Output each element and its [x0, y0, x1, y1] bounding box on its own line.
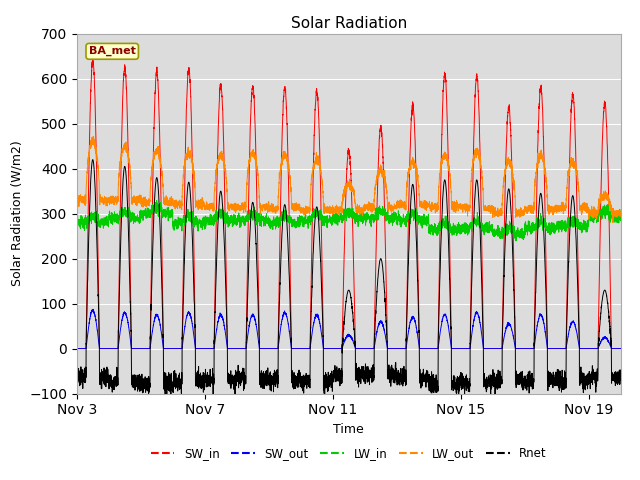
- SW_out: [461, 346, 469, 351]
- Rnet: [461, 374, 469, 380]
- Rnet: [401, 371, 409, 376]
- Rnet: [407, 193, 415, 199]
- Legend: SW_in, SW_out, LW_in, LW_out, Rnet: SW_in, SW_out, LW_in, LW_out, Rnet: [146, 443, 552, 465]
- SW_out: [73, 346, 81, 351]
- Rnet: [321, 395, 328, 401]
- SW_in: [123, 84, 131, 90]
- X-axis label: Time: Time: [333, 423, 364, 436]
- LW_in: [617, 216, 625, 222]
- SW_in: [407, 120, 415, 126]
- Rnet: [89, 157, 97, 163]
- LW_out: [407, 161, 415, 167]
- SW_in: [186, 83, 194, 88]
- LW_out: [186, 153, 194, 158]
- SW_out: [89, 307, 97, 312]
- Rnet: [73, 379, 81, 385]
- SW_out: [617, 346, 625, 351]
- Title: Solar Radiation: Solar Radiation: [291, 16, 407, 31]
- SW_in: [461, 346, 469, 351]
- LW_out: [90, 133, 97, 139]
- LW_out: [617, 213, 625, 219]
- LW_out: [160, 201, 168, 206]
- LW_out: [73, 198, 81, 204]
- LW_in: [160, 212, 168, 218]
- SW_in: [401, 346, 409, 351]
- LW_in: [401, 222, 409, 228]
- SW_out: [407, 317, 415, 323]
- LW_in: [407, 215, 415, 220]
- Line: LW_out: LW_out: [77, 136, 621, 223]
- SW_out: [401, 346, 409, 351]
- SW_out: [160, 346, 168, 351]
- LW_in: [461, 225, 469, 231]
- Rnet: [186, 190, 194, 195]
- SW_in: [88, 56, 96, 62]
- LW_in: [73, 219, 81, 225]
- LW_out: [461, 209, 469, 215]
- LW_in: [186, 216, 194, 222]
- LW_in: [153, 198, 161, 204]
- Text: BA_met: BA_met: [89, 46, 136, 57]
- LW_in: [122, 207, 130, 213]
- SW_out: [123, 313, 131, 319]
- Line: SW_out: SW_out: [77, 310, 621, 348]
- Rnet: [160, 383, 168, 389]
- SW_in: [617, 346, 625, 351]
- Line: Rnet: Rnet: [77, 160, 621, 398]
- Y-axis label: Solar Radiation (W/m2): Solar Radiation (W/m2): [10, 141, 24, 287]
- Line: SW_in: SW_in: [77, 59, 621, 348]
- LW_out: [123, 150, 131, 156]
- LW_in: [512, 238, 520, 244]
- Rnet: [617, 375, 625, 381]
- LW_out: [609, 220, 617, 226]
- Line: LW_in: LW_in: [77, 201, 621, 241]
- SW_in: [160, 346, 168, 351]
- LW_out: [401, 201, 409, 207]
- SW_in: [73, 346, 81, 351]
- SW_out: [186, 312, 194, 317]
- Rnet: [123, 178, 131, 184]
